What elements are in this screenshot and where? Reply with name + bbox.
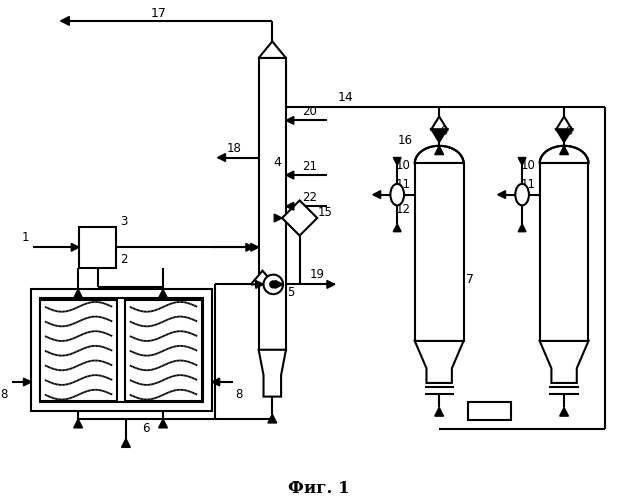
- Polygon shape: [274, 214, 282, 222]
- Bar: [468, 402, 511, 420]
- Polygon shape: [432, 116, 447, 129]
- Bar: [79, 227, 116, 268]
- Polygon shape: [212, 378, 220, 386]
- Polygon shape: [61, 16, 69, 26]
- Polygon shape: [259, 42, 286, 58]
- Text: 11: 11: [396, 178, 411, 192]
- Text: 3: 3: [121, 216, 127, 228]
- Bar: [32, 290, 212, 411]
- Polygon shape: [282, 200, 317, 235]
- Text: 15: 15: [317, 206, 333, 218]
- Polygon shape: [286, 116, 294, 124]
- Text: 6: 6: [142, 422, 149, 436]
- Text: 7: 7: [466, 273, 475, 286]
- Polygon shape: [435, 408, 444, 416]
- Polygon shape: [393, 158, 401, 166]
- Polygon shape: [286, 171, 294, 179]
- Bar: [259, 58, 286, 350]
- Bar: [40, 300, 117, 400]
- Polygon shape: [435, 146, 444, 154]
- Text: 21: 21: [302, 160, 317, 173]
- Text: 4: 4: [273, 156, 281, 169]
- Bar: [415, 164, 464, 341]
- Polygon shape: [540, 341, 589, 383]
- Text: 19: 19: [310, 268, 325, 281]
- Polygon shape: [251, 244, 259, 251]
- Polygon shape: [373, 190, 380, 198]
- Text: 12: 12: [396, 202, 411, 215]
- Text: 10: 10: [396, 159, 411, 172]
- Polygon shape: [560, 146, 569, 154]
- Text: 9: 9: [440, 124, 448, 138]
- Text: 14: 14: [338, 92, 353, 104]
- Text: 5: 5: [287, 286, 295, 298]
- Text: Фиг. 1: Фиг. 1: [288, 480, 350, 496]
- Bar: [125, 300, 202, 400]
- Text: 22: 22: [302, 191, 317, 204]
- Polygon shape: [415, 341, 464, 383]
- Circle shape: [264, 274, 283, 294]
- Bar: [40, 298, 203, 403]
- Text: 16: 16: [398, 134, 413, 147]
- Text: 18: 18: [227, 142, 242, 155]
- Polygon shape: [518, 158, 526, 166]
- Polygon shape: [71, 244, 79, 251]
- Polygon shape: [159, 290, 167, 297]
- Polygon shape: [327, 280, 335, 288]
- Text: 1: 1: [21, 231, 29, 244]
- Polygon shape: [259, 350, 286, 397]
- Polygon shape: [218, 154, 225, 162]
- Text: 20: 20: [302, 105, 317, 118]
- Polygon shape: [275, 280, 283, 288]
- Text: 17: 17: [150, 6, 166, 20]
- Polygon shape: [23, 378, 32, 386]
- Bar: [540, 164, 589, 341]
- Polygon shape: [560, 408, 569, 416]
- Polygon shape: [518, 224, 526, 232]
- Text: 8: 8: [235, 388, 243, 401]
- Polygon shape: [268, 414, 277, 423]
- Polygon shape: [256, 280, 264, 288]
- Polygon shape: [74, 290, 82, 297]
- Text: 2: 2: [121, 254, 127, 266]
- Polygon shape: [498, 190, 505, 198]
- Text: 10: 10: [521, 159, 536, 172]
- Polygon shape: [557, 129, 572, 142]
- Ellipse shape: [516, 184, 529, 206]
- Polygon shape: [74, 419, 83, 428]
- Circle shape: [270, 281, 277, 288]
- Polygon shape: [246, 244, 254, 251]
- Text: 8: 8: [0, 388, 8, 401]
- Polygon shape: [557, 116, 572, 129]
- Polygon shape: [286, 202, 294, 210]
- Text: 11: 11: [521, 178, 536, 192]
- Polygon shape: [158, 419, 167, 428]
- Polygon shape: [432, 129, 447, 142]
- Ellipse shape: [391, 184, 404, 206]
- Polygon shape: [122, 438, 131, 448]
- Text: 9: 9: [565, 124, 573, 138]
- Polygon shape: [393, 224, 401, 232]
- Polygon shape: [251, 270, 274, 284]
